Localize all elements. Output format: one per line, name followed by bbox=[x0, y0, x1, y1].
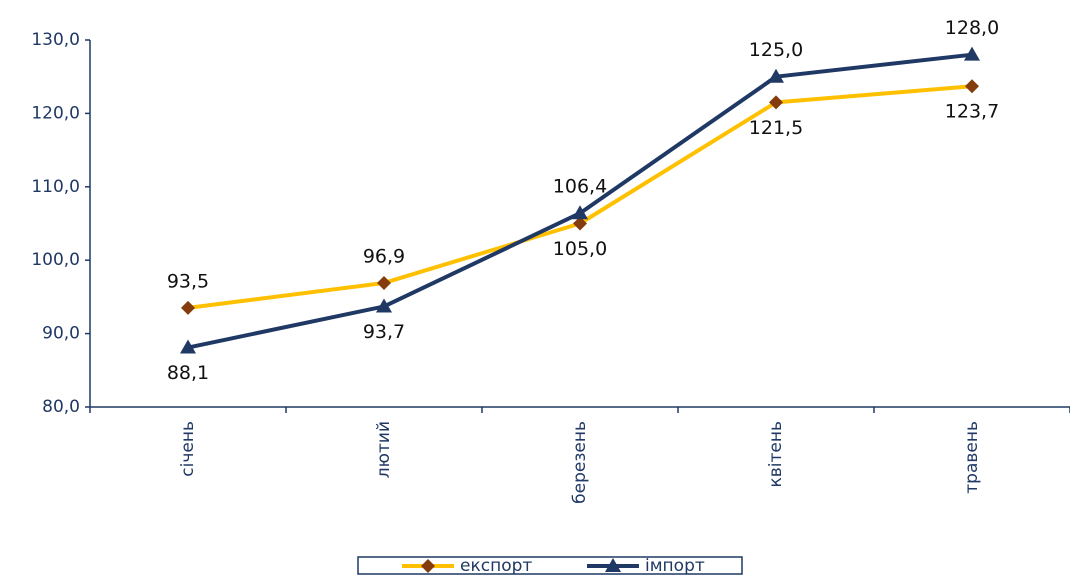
data-label: 128,0 bbox=[945, 17, 999, 39]
legend-label: експорт bbox=[460, 556, 532, 575]
y-tick-label: 80,0 bbox=[42, 397, 80, 417]
x-tick-label: січень bbox=[178, 421, 198, 477]
marker bbox=[769, 95, 783, 110]
x-tick-label: лютий bbox=[374, 421, 394, 478]
y-tick-label: 110,0 bbox=[31, 177, 80, 197]
y-tick-label: 130,0 bbox=[31, 30, 80, 50]
legend-label: імпорт bbox=[645, 556, 705, 575]
data-label: 106,4 bbox=[553, 176, 607, 198]
data-label: 125,0 bbox=[749, 39, 803, 61]
marker bbox=[180, 339, 196, 354]
data-label: 123,7 bbox=[945, 101, 999, 123]
data-label: 88,1 bbox=[167, 362, 209, 384]
data-label: 93,7 bbox=[363, 321, 405, 343]
x-tick-label: березень bbox=[570, 421, 590, 504]
marker bbox=[572, 205, 588, 220]
marker bbox=[605, 558, 621, 572]
data-label: 105,0 bbox=[553, 238, 607, 260]
marker bbox=[181, 300, 195, 315]
legend: експорт імпорт bbox=[357, 556, 743, 575]
data-label: 96,9 bbox=[363, 245, 405, 267]
y-tick-label: 120,0 bbox=[31, 103, 80, 123]
legend-box bbox=[357, 556, 743, 575]
marker bbox=[421, 559, 435, 573]
data-label: 121,5 bbox=[749, 117, 803, 139]
marker bbox=[768, 68, 784, 83]
marker bbox=[964, 46, 980, 61]
x-tick-label: травень bbox=[962, 421, 982, 494]
series-line bbox=[187, 52, 973, 350]
marker bbox=[965, 79, 979, 94]
y-tick-label: 100,0 bbox=[31, 250, 80, 270]
marker bbox=[573, 216, 587, 231]
y-tick-label: 90,0 bbox=[42, 324, 80, 344]
x-tick-label: квітень bbox=[766, 421, 786, 488]
marker bbox=[377, 275, 391, 290]
data-label: 93,5 bbox=[167, 270, 209, 292]
marker bbox=[376, 298, 392, 313]
